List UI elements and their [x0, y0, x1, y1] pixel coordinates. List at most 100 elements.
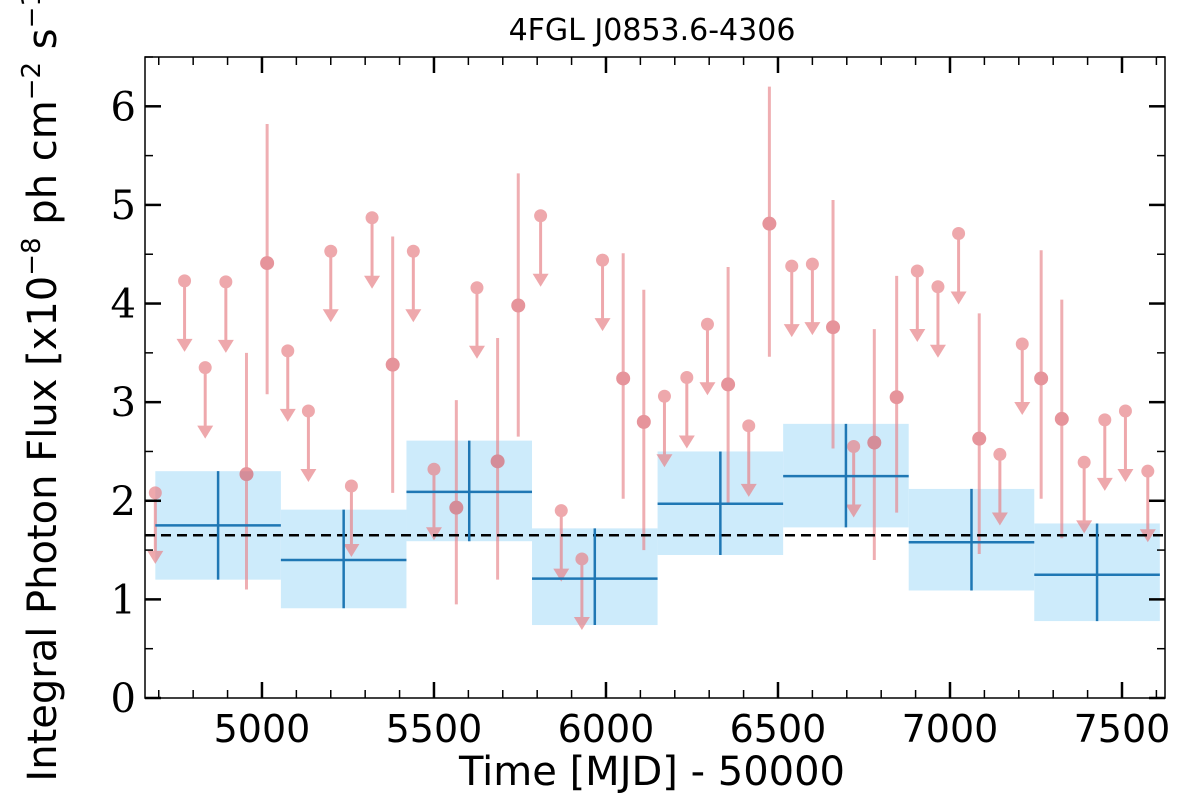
upper-limit-marker — [742, 419, 756, 433]
x-axis-label: Time [MJD] - 50000 — [458, 749, 845, 795]
upper-limit-marker — [406, 244, 420, 258]
binned-error-bands — [155, 423, 1160, 626]
upper-limit-arrow — [1014, 402, 1031, 416]
detection-marker — [972, 431, 987, 446]
upper-limit-point-21 — [804, 257, 821, 336]
upper-limit-marker — [805, 257, 819, 271]
upper-limit-point-20 — [783, 259, 800, 338]
y-axis-tick-labels: 0 1 2 3 4 5 6 — [111, 84, 136, 722]
single-bin-points — [147, 86, 1156, 630]
detection-marker — [239, 467, 254, 482]
upper-limit-point-30 — [1117, 404, 1134, 483]
x-axis-tick-labels: 5000 5500 6000 6500 7000 7500 — [214, 707, 1171, 751]
upper-limit-arrow — [425, 527, 442, 541]
upper-limit-arrow — [656, 454, 673, 468]
detection-marker — [449, 500, 464, 515]
upper-limit-marker — [657, 389, 671, 403]
x-tick-label: 7000 — [902, 707, 999, 751]
binned-flux-point-3 — [532, 528, 658, 626]
upper-limit-marker — [301, 404, 315, 418]
binned-flux-point-0 — [155, 471, 281, 580]
x-tick-label: 6000 — [558, 707, 655, 751]
upper-limit-arrow — [678, 435, 695, 449]
detection-point-11 — [867, 329, 882, 560]
upper-limit-point-12 — [532, 209, 549, 287]
detection-marker — [260, 256, 275, 271]
upper-limit-point-6 — [322, 244, 339, 323]
upper-limit-point-29 — [1096, 413, 1113, 491]
upper-limit-marker — [198, 361, 212, 375]
detection-point-9 — [762, 86, 777, 357]
upper-limit-point-7 — [343, 479, 360, 558]
upper-limit-point-4 — [279, 344, 296, 422]
upper-limit-point-16 — [656, 389, 673, 468]
binned-flux-point-5 — [783, 423, 909, 528]
y-tick-label: 1 — [111, 577, 136, 623]
upper-limit-arrow — [929, 344, 946, 358]
detection-point-10 — [826, 199, 841, 449]
detection-marker — [826, 320, 841, 335]
detection-marker — [889, 390, 904, 405]
upper-limit-point-2 — [197, 361, 214, 439]
upper-limit-point-14 — [573, 552, 590, 630]
detection-marker — [762, 216, 777, 231]
axis-ticks — [145, 56, 1165, 700]
upper-limit-point-19 — [740, 419, 757, 497]
upper-limit-marker — [1098, 413, 1112, 427]
detection-marker — [385, 357, 400, 372]
detection-marker — [511, 298, 526, 313]
chart-title: 4FGL J0853.6-4306 — [509, 13, 796, 48]
upper-limit-arrow — [532, 273, 549, 287]
upper-limit-marker — [470, 281, 484, 295]
upper-limit-marker — [324, 244, 338, 258]
y-tick-label: 2 — [111, 479, 136, 525]
upper-limit-arrow — [343, 544, 360, 558]
upper-limit-point-15 — [594, 253, 611, 332]
upper-limit-marker — [1015, 337, 1029, 351]
upper-limit-point-26 — [991, 447, 1008, 526]
plot-area — [144, 56, 1166, 700]
upper-limit-arrow — [553, 568, 570, 582]
upper-limit-arrow — [845, 504, 862, 518]
upper-limit-marker — [534, 209, 548, 223]
x-tick-label: 7500 — [1074, 707, 1171, 751]
detection-point-0 — [239, 352, 254, 590]
upper-limit-marker — [281, 344, 295, 358]
binned-flux-point-4 — [657, 451, 784, 556]
upper-limit-point-10 — [425, 462, 442, 541]
upper-limit-marker — [952, 227, 966, 241]
upper-limit-marker — [178, 274, 192, 288]
detection-point-4 — [490, 338, 505, 580]
detection-point-7 — [636, 289, 651, 551]
upper-limit-marker — [1118, 404, 1132, 418]
upper-limit-point-1 — [176, 274, 193, 352]
binned-flux-point-1 — [280, 509, 407, 609]
upper-limit-point-13 — [553, 504, 570, 582]
detection-marker — [721, 377, 736, 392]
binned-flux-point-2 — [406, 440, 533, 542]
upper-limit-marker — [785, 259, 799, 273]
detection-marker — [490, 454, 505, 469]
x-tick-label: 5500 — [386, 707, 483, 751]
upper-limit-point-31 — [1139, 464, 1156, 543]
upper-limit-arrow — [405, 309, 422, 323]
upper-limit-arrow — [573, 616, 590, 630]
upper-limit-arrow — [1096, 477, 1113, 491]
upper-limit-arrow — [300, 469, 317, 483]
detection-point-2 — [385, 236, 400, 493]
upper-limit-point-11 — [468, 281, 485, 359]
detection-point-3 — [449, 400, 464, 605]
upper-limit-marker — [554, 504, 568, 518]
upper-limit-marker — [1141, 464, 1155, 478]
upper-limit-point-24 — [929, 280, 946, 358]
upper-limit-arrow — [1076, 520, 1093, 534]
upper-limit-point-18 — [699, 317, 716, 396]
upper-limit-point-17 — [678, 371, 695, 449]
detection-point-8 — [721, 267, 736, 503]
upper-limit-arrow — [217, 339, 234, 353]
detection-point-13 — [972, 313, 987, 555]
upper-limit-arrow — [699, 382, 716, 396]
upper-limit-arrow — [322, 309, 339, 323]
upper-limit-marker — [427, 462, 441, 476]
